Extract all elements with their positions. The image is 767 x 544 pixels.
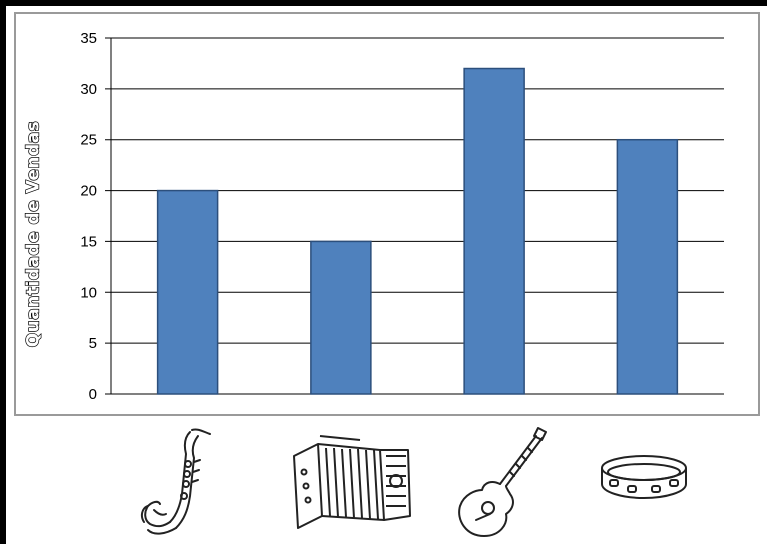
y-tick-label-30: 30: [80, 81, 97, 98]
saxophone-icon: [140, 428, 211, 535]
y-tick-label-20: 20: [80, 183, 97, 200]
bar-tambourine: [616, 138, 679, 395]
bar-accordion: [310, 240, 372, 395]
guitar-icon: [458, 427, 547, 537]
y-tick-label-35: 35: [80, 30, 97, 47]
bar-saxophone: [156, 189, 219, 395]
y-tick-label-15: 15: [80, 233, 97, 250]
y-tick-label-5: 5: [89, 335, 97, 352]
y-tick-label-0: 0: [89, 386, 97, 403]
tambourine-icon: [601, 455, 687, 499]
y-tick-label-10: 10: [80, 284, 97, 301]
y-tick-label-25: 25: [80, 132, 97, 149]
accordion-icon: [293, 435, 411, 529]
y-tick-labels: 0 5 10 15 20 25 30 35: [80, 30, 97, 403]
bar-guitar: [463, 67, 525, 395]
bars: [156, 67, 679, 395]
